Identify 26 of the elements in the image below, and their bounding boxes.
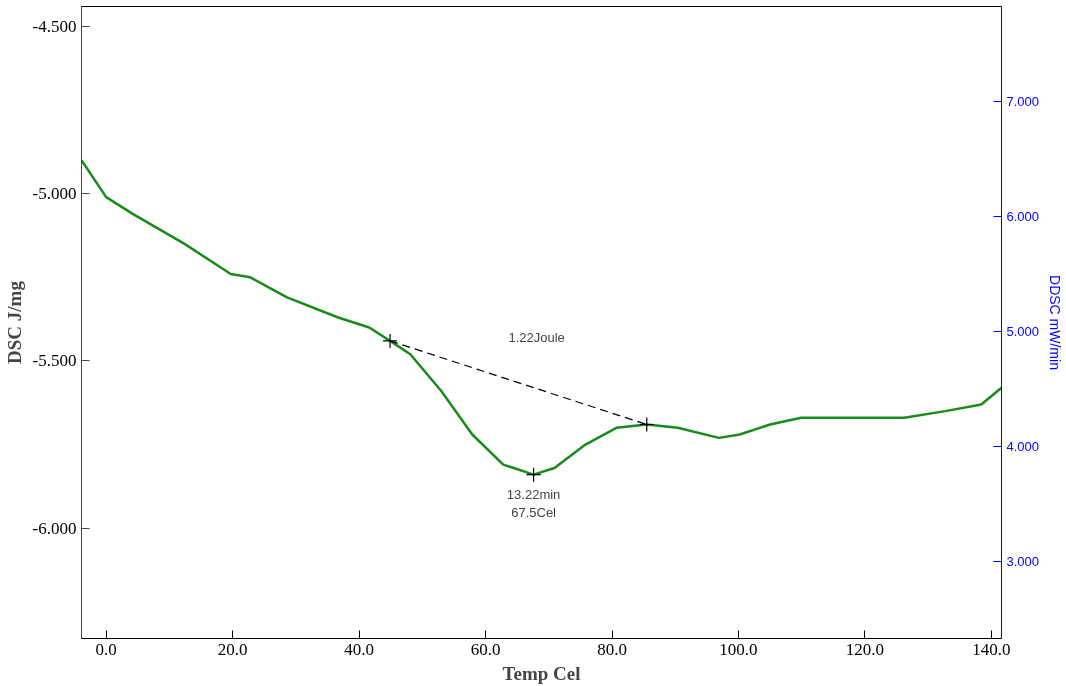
y2-tick-label: 5.000 xyxy=(1006,324,1040,340)
line-series xyxy=(81,159,1002,476)
y2-tick-label: 4.000 xyxy=(1006,439,1040,455)
x-axis-title: Temp Cel xyxy=(502,662,581,684)
y-tick-label: -6.000 xyxy=(32,518,77,538)
point xyxy=(526,467,542,483)
annotation: 1.22Joule xyxy=(508,329,565,345)
y2-tick-label: 7.000 xyxy=(1006,94,1040,110)
y-tick-label: -5.500 xyxy=(32,351,77,371)
y-axis-title: DSC J/mg xyxy=(3,280,25,364)
x-tick-label: 80.0 xyxy=(597,639,627,659)
y2-axis-title: DDSC mW/min xyxy=(1047,275,1064,370)
y2-tick-label: 3.000 xyxy=(1006,554,1040,570)
point xyxy=(382,333,398,349)
y-tick-label: -5.000 xyxy=(32,184,77,204)
x-tick-label: 120.0 xyxy=(845,639,885,659)
x-tick-label: 140.0 xyxy=(972,639,1011,659)
y2-tick-label: 6.000 xyxy=(1006,209,1040,225)
point xyxy=(639,416,655,433)
annotation: 13.22min 67.5Cel xyxy=(506,486,561,520)
x-tick-label: 60.0 xyxy=(470,639,501,659)
x-tick-label: 100.0 xyxy=(719,639,758,659)
x-tick-label: 40.0 xyxy=(344,639,374,659)
y-tick-label: -4.500 xyxy=(32,17,77,37)
x-tick-label: 0.0 xyxy=(95,639,117,659)
x-tick-label: 20.0 xyxy=(217,639,248,659)
